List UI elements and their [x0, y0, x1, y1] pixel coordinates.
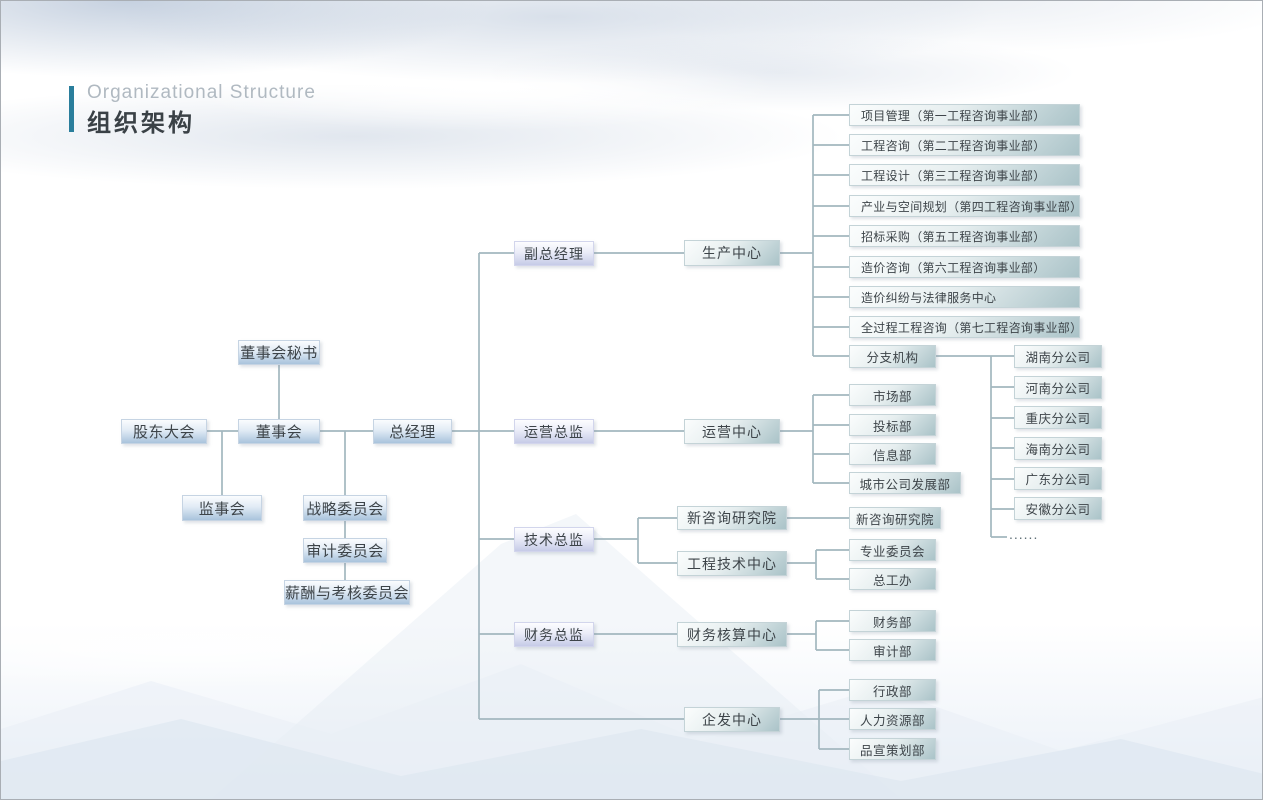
node-operations-dept: 城市公司发展部	[849, 472, 961, 494]
node-operations-dept: 信息部	[849, 443, 936, 465]
node-finance-dept: 财务部	[849, 610, 936, 632]
node-financial-accounting-center: 财务核算中心	[677, 622, 787, 647]
page-title: 组织架构	[87, 110, 195, 137]
node-production-dept: 造价纠纷与法律服务中心	[849, 286, 1080, 308]
node-branch-company: 河南分公司	[1014, 376, 1102, 399]
node-finance-dept: 审计部	[849, 639, 936, 661]
node-board-secretary: 董事会秘书	[238, 340, 320, 365]
node-branch-organizations: 分支机构	[849, 345, 936, 368]
node-production-dept: 造价咨询（第六工程咨询事业部）	[849, 256, 1080, 278]
node-operations-center: 运营中心	[684, 419, 780, 444]
node-compensation-assessment-committee: 薪酬与考核委员会	[284, 580, 410, 605]
node-enterprise-development-center: 企发中心	[684, 707, 780, 732]
node-general-manager: 总经理	[373, 419, 452, 444]
connector-finance-fan	[787, 620, 849, 651]
connector-production-fan	[780, 114, 849, 357]
node-branch-company: 安徽分公司	[1014, 497, 1102, 520]
node-operations-director: 运营总监	[514, 419, 594, 444]
node-strategy-committee: 战略委员会	[303, 495, 387, 521]
node-production-dept: 工程设计（第三工程咨询事业部）	[849, 164, 1080, 186]
node-board-of-directors: 董事会	[238, 419, 320, 444]
connector-main-trunk	[478, 252, 684, 720]
node-technology-dept: 新咨询研究院	[849, 507, 941, 529]
node-supervisory-board: 监事会	[182, 495, 262, 521]
node-audit-committee: 审计委员会	[303, 538, 387, 563]
node-deputy-general-manager: 副总经理	[514, 241, 594, 266]
node-branch-company: 湖南分公司	[1014, 345, 1102, 368]
connector-executives-centers	[594, 252, 684, 635]
node-production-dept: 招标采购（第五工程咨询事业部）	[849, 225, 1080, 247]
title-accent-bar	[69, 86, 74, 132]
node-branch-company: 广东分公司	[1014, 467, 1102, 490]
node-production-dept: 产业与空间规划（第四工程咨询事业部）	[849, 195, 1082, 217]
connector-branches-fan	[936, 355, 1014, 538]
subtitle-en: Organizational Structure	[87, 82, 316, 103]
connector-governance	[207, 365, 479, 580]
node-production-dept: 工程咨询（第二工程咨询事业部）	[849, 134, 1080, 156]
node-production-dept: 全过程工程咨询（第七工程咨询事业部）	[849, 316, 1082, 338]
connector-technology-fan	[787, 517, 849, 580]
connector-enterprise-fan	[780, 689, 849, 750]
node-technology-director: 技术总监	[514, 527, 594, 552]
node-technology-dept: 专业委员会	[849, 539, 936, 561]
node-operations-dept: 投标部	[849, 414, 936, 436]
node-enterprise-dept: 人力资源部	[849, 708, 936, 730]
node-enterprise-dept: 品宣策划部	[849, 738, 936, 760]
node-finance-director: 财务总监	[514, 622, 594, 647]
node-engineering-technology-center: 工程技术中心	[677, 551, 787, 576]
branch-more-ellipsis: ......	[1009, 526, 1039, 542]
node-new-consulting-institute: 新咨询研究院	[677, 506, 787, 530]
node-technology-dept: 总工办	[849, 568, 936, 590]
node-branch-company: 海南分公司	[1014, 437, 1102, 460]
node-operations-dept: 市场部	[849, 384, 936, 406]
node-enterprise-dept: 行政部	[849, 679, 936, 701]
node-production-dept: 项目管理（第一工程咨询事业部）	[849, 104, 1080, 126]
node-production-center: 生产中心	[684, 240, 780, 266]
node-branch-company: 重庆分公司	[1014, 406, 1102, 429]
node-shareholders-meeting: 股东大会	[121, 419, 207, 444]
connector-operations-fan	[780, 394, 849, 484]
